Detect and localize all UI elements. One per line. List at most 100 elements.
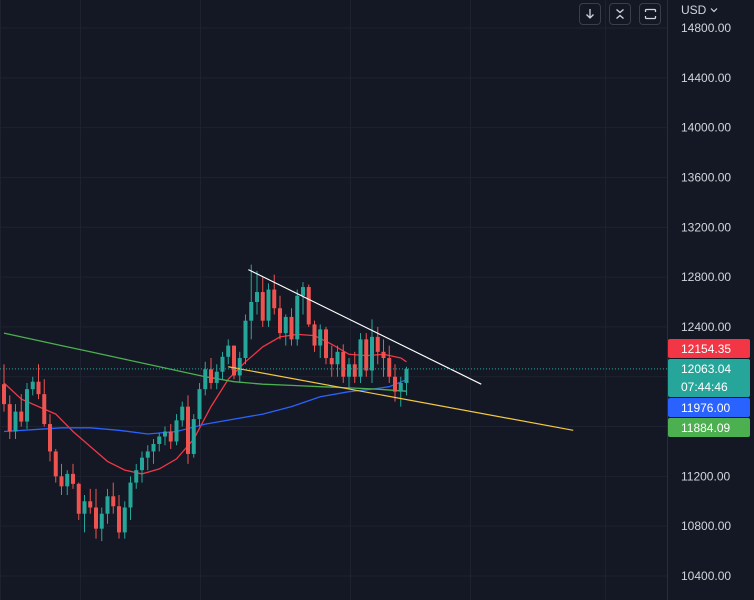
price-axis[interactable]: 14800.00 14400.00 14000.00 13600.00 13200.00… [681,21,731,583]
price-tick-label: 13200.00 [681,220,731,234]
candle[interactable] [232,345,236,380]
candle-body [191,419,196,454]
candle-body [266,289,271,321]
candle[interactable] [30,376,35,396]
candle-body [375,336,380,352]
candle[interactable] [295,289,300,346]
candle[interactable] [117,495,121,539]
collapse-button[interactable] [609,3,631,25]
fullscreen-button[interactable] [639,3,661,25]
candle[interactable] [203,361,208,396]
candle[interactable] [301,282,305,315]
trendline[interactable] [248,269,482,385]
candle-body [2,384,6,405]
candle[interactable] [347,358,351,390]
candle[interactable] [13,404,18,439]
scroll-down-button[interactable] [579,3,601,25]
candle[interactable] [19,394,24,427]
price-tag-value: 12154.35 [681,342,731,356]
candle[interactable] [48,414,52,462]
price-tag-background [668,418,750,437]
candle[interactable] [249,264,254,340]
candle[interactable] [25,382,29,430]
candle-body [329,358,334,365]
candle[interactable] [260,277,265,327]
candle-body [82,501,87,514]
candle[interactable] [180,401,185,427]
candle[interactable] [352,351,357,383]
candle[interactable] [197,382,202,427]
candle[interactable] [266,283,271,327]
grid [0,0,667,600]
candle[interactable] [226,339,231,365]
candle[interactable] [191,414,196,458]
candle-body [168,431,173,442]
candle[interactable] [71,463,75,489]
candle[interactable] [157,432,162,452]
candle[interactable] [36,364,41,400]
candle[interactable] [283,314,288,346]
candle[interactable] [387,345,392,383]
candle[interactable] [7,395,12,439]
candle[interactable] [341,344,346,383]
candle[interactable] [214,364,219,390]
candle-body [209,369,213,383]
candle[interactable] [168,424,173,449]
candle-body [232,345,236,376]
candle[interactable] [174,414,179,446]
trendline[interactable] [228,366,574,431]
candle[interactable] [88,488,93,514]
candle[interactable] [134,463,139,489]
candle[interactable] [370,319,374,383]
candle[interactable] [243,314,248,365]
candle-body [272,289,277,309]
candle[interactable] [255,270,259,315]
candle[interactable] [318,324,323,359]
candle[interactable] [220,351,225,380]
candle[interactable] [53,448,58,483]
candle[interactable] [94,488,98,539]
currency-selector[interactable]: USD [681,1,718,19]
candle[interactable] [59,463,64,496]
candle[interactable] [393,364,397,402]
candle[interactable] [278,295,282,340]
candle-body [283,316,288,334]
candle[interactable] [151,439,156,464]
candle[interactable] [324,326,328,365]
candle[interactable] [186,395,190,464]
candle[interactable] [42,379,47,427]
candle[interactable] [76,482,81,520]
candle[interactable] [128,476,133,520]
candle[interactable] [335,345,340,377]
candle-body [347,364,351,377]
candle-body [249,302,254,321]
candle-body [151,443,156,452]
candle[interactable] [289,308,294,346]
candle[interactable] [404,366,409,396]
candle[interactable] [398,376,403,407]
candle[interactable] [163,426,167,446]
candle-body [214,371,219,383]
candle[interactable] [145,445,150,471]
candle[interactable] [272,274,277,315]
candle[interactable] [209,358,213,390]
candle[interactable] [2,364,6,412]
candle[interactable] [312,320,317,352]
candle[interactable] [82,495,87,533]
candle[interactable] [65,470,70,496]
candle[interactable] [105,488,110,524]
candle-body [76,483,81,514]
price-tag-background [668,398,750,417]
candle[interactable] [364,333,369,377]
candle[interactable] [122,501,127,539]
candle[interactable] [358,333,363,383]
candle[interactable] [329,345,334,377]
candle[interactable] [99,507,104,542]
candle[interactable] [237,351,242,383]
candle[interactable] [306,284,311,327]
candle[interactable] [381,339,386,377]
candle-body [197,389,202,420]
candle[interactable] [140,451,144,483]
candle[interactable] [111,482,116,514]
